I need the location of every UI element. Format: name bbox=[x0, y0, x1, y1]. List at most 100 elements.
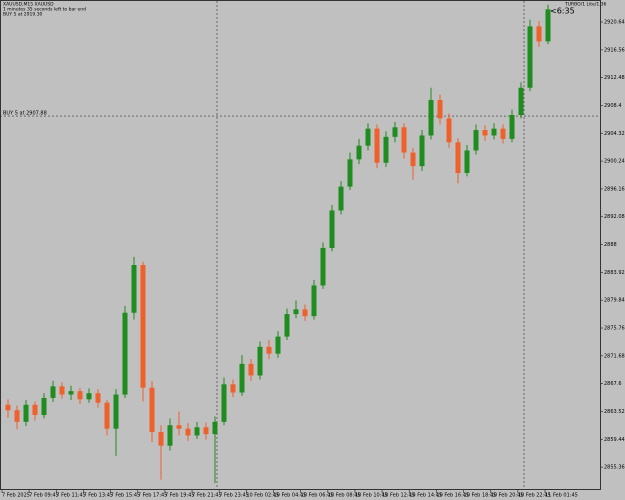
candle-body bbox=[140, 265, 146, 388]
candle-body bbox=[455, 142, 461, 173]
candle-body bbox=[14, 410, 20, 422]
candle-body bbox=[419, 135, 425, 167]
y-tick-label: 2855.36 bbox=[604, 465, 625, 471]
x-tick-label: 10 Feb 14:45 bbox=[409, 493, 442, 499]
level-label: BUY 5 at 2907.88 bbox=[3, 111, 47, 117]
x-tick-label: 10 Feb 08:45 bbox=[328, 493, 361, 499]
candle-body bbox=[5, 404, 11, 411]
candle-body bbox=[410, 152, 416, 167]
candle-body bbox=[293, 309, 299, 315]
annotation: 1 minutes 35 seconds left to bar end bbox=[3, 7, 86, 13]
candle-body bbox=[203, 427, 209, 435]
annotation: BUY 5 at 2919.30 bbox=[3, 12, 43, 18]
candle-body bbox=[482, 130, 488, 136]
x-tick-label: 7 Feb 15:45 bbox=[111, 493, 141, 499]
candle-body bbox=[239, 363, 245, 393]
y-tick-label: 2867.6 bbox=[604, 381, 622, 387]
candle-body bbox=[329, 210, 335, 248]
candle-body bbox=[230, 384, 236, 393]
x-tick-label: 10 Feb 02:45 bbox=[246, 493, 279, 499]
candle-body bbox=[509, 115, 515, 139]
candle-body bbox=[338, 186, 344, 211]
candle-body bbox=[158, 432, 164, 446]
candle-body bbox=[473, 130, 479, 151]
candle-body bbox=[302, 309, 308, 317]
candle-body bbox=[32, 404, 38, 416]
candle-body bbox=[59, 386, 65, 395]
x-tick-label: 7 Feb 19:45 bbox=[165, 493, 195, 499]
x-tick-label: 7 Feb 11:45 bbox=[56, 493, 86, 499]
candle-body bbox=[122, 312, 128, 395]
candle-body bbox=[491, 128, 497, 136]
x-tick-label: 7 Feb 2025 bbox=[2, 493, 30, 499]
candle-body bbox=[446, 118, 452, 143]
candle-body bbox=[347, 159, 353, 187]
candle-body bbox=[527, 26, 533, 88]
candle-body bbox=[392, 127, 398, 137]
candle-body bbox=[86, 393, 92, 400]
candle-body bbox=[275, 336, 281, 354]
candle-body bbox=[284, 314, 290, 337]
x-tick-label: 10 Feb 22:45 bbox=[518, 493, 551, 499]
x-tick-label: 7 Feb 09:45 bbox=[29, 493, 59, 499]
x-tick-label: 11 Feb 01:45 bbox=[545, 493, 578, 499]
candle-body bbox=[365, 128, 371, 146]
candle-body bbox=[500, 128, 506, 139]
x-tick-label: 10 Feb 10:45 bbox=[355, 493, 388, 499]
candle-body bbox=[167, 425, 173, 446]
y-tick-label: 2908.4 bbox=[604, 103, 622, 109]
x-tick-label: 7 Feb 21:45 bbox=[192, 493, 222, 499]
y-tick-label: 2883.92 bbox=[604, 270, 625, 276]
candle-body bbox=[311, 285, 317, 317]
candle-body bbox=[437, 100, 443, 119]
y-tick-label: 2859.44 bbox=[604, 437, 625, 443]
candle-body bbox=[428, 100, 434, 136]
x-tick-label: 7 Feb 17:45 bbox=[138, 493, 168, 499]
candle-body bbox=[464, 150, 470, 173]
candle-body bbox=[545, 9, 551, 42]
y-tick-label: 2904.32 bbox=[604, 131, 625, 137]
candle-body bbox=[77, 391, 83, 400]
candle-body bbox=[41, 397, 47, 416]
x-tick-label: 7 Feb 13:45 bbox=[83, 493, 113, 499]
candle-body bbox=[518, 87, 524, 116]
y-tick-label: 2888 bbox=[604, 242, 617, 248]
candle-body bbox=[176, 425, 182, 429]
y-tick-label: 2863.52 bbox=[604, 409, 625, 415]
y-tick-label: 2900.24 bbox=[604, 159, 625, 165]
candle-body bbox=[113, 394, 119, 429]
x-tick-label: 10 Feb 12:45 bbox=[382, 493, 415, 499]
candle-body bbox=[536, 26, 542, 42]
candle-body bbox=[401, 127, 407, 153]
candle-body bbox=[23, 404, 29, 422]
y-tick-label: 2871.68 bbox=[604, 353, 625, 359]
y-tick-label: 2879.84 bbox=[604, 298, 625, 304]
x-tick-label: 10 Feb 20:45 bbox=[491, 493, 524, 499]
y-tick-label: 2892.08 bbox=[604, 214, 625, 220]
indicator-label: TURBO/1 Lite/1.36 bbox=[564, 2, 606, 8]
candle-body bbox=[68, 391, 74, 395]
candle-body bbox=[356, 145, 362, 160]
candle-body bbox=[194, 427, 200, 436]
candle-body bbox=[131, 265, 137, 313]
candle-body bbox=[248, 363, 254, 376]
x-tick-label: 10 Feb 06:45 bbox=[301, 493, 334, 499]
x-tick-label: 7 Feb 23:45 bbox=[219, 493, 249, 499]
x-tick-label: 10 Feb 18:45 bbox=[464, 493, 497, 499]
symbol-title: XAUUSD,M15 XAUUSD bbox=[3, 2, 54, 8]
x-tick-label: 10 Feb 16:45 bbox=[436, 493, 469, 499]
y-tick-label: 2896.16 bbox=[604, 186, 625, 192]
y-tick-label: 2912.48 bbox=[604, 75, 625, 81]
candle-body bbox=[221, 384, 227, 422]
candle-body bbox=[212, 421, 218, 435]
candle-body bbox=[266, 346, 272, 354]
y-tick-label: 2875.76 bbox=[604, 326, 625, 332]
candle-body bbox=[50, 386, 56, 398]
y-tick-label: 2916.56 bbox=[604, 47, 625, 53]
candle-body bbox=[185, 428, 191, 436]
candle-body bbox=[374, 128, 380, 163]
countdown: <6:35 bbox=[550, 7, 575, 16]
candle-body bbox=[95, 393, 101, 403]
x-tick-label: 10 Feb 04:45 bbox=[274, 493, 307, 499]
